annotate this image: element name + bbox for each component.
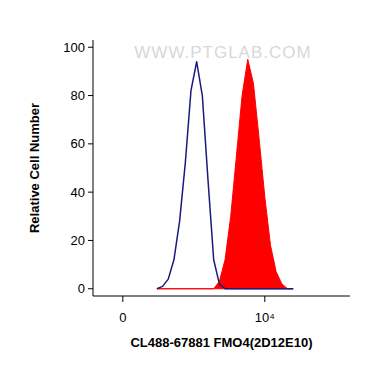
chart: WWW.PTGLAB.COM 0 20 40 60 80 100 0 10⁴ CL488-6788… <box>0 0 370 367</box>
x-axis-label: CL488-67881 FMO4(2D12E10) <box>130 335 312 350</box>
histogram-line <box>157 62 293 289</box>
y-tick-label: 40 <box>71 185 85 200</box>
x-tick-label: 10⁴ <box>255 310 275 325</box>
y-tick-label: 0 <box>78 281 85 296</box>
x-tick <box>122 296 123 302</box>
x-axis <box>93 296 350 297</box>
marks <box>157 59 293 288</box>
y-tick-label: 20 <box>71 233 85 248</box>
y-tick <box>88 47 93 48</box>
y-tick <box>88 288 93 289</box>
x-tick <box>264 296 265 302</box>
y-tick <box>88 95 93 96</box>
y-tick <box>88 240 93 241</box>
y-tick-label: 80 <box>71 88 85 103</box>
y-axis <box>93 40 94 296</box>
histogram-area <box>157 59 293 288</box>
x-tick-label: 0 <box>119 310 126 325</box>
watermark: WWW.PTGLAB.COM <box>134 43 311 62</box>
y-axis-label: Relative Cell Number <box>27 103 42 233</box>
y-tick-label: 60 <box>71 136 85 151</box>
y-tick <box>88 192 93 193</box>
y-tick <box>88 143 93 144</box>
y-tick-label: 100 <box>63 40 85 55</box>
